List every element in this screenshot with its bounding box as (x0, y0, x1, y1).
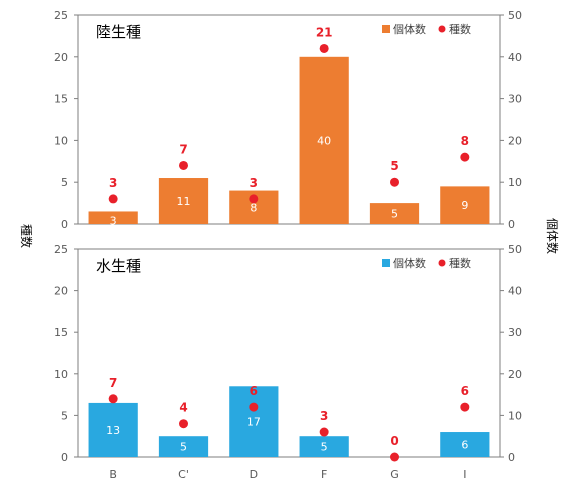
right-axis-tick-label: 0 (508, 451, 515, 464)
species-point (390, 452, 399, 462)
bar (229, 386, 279, 457)
right-axis-tick-label: 20 (508, 368, 522, 381)
x-category-label: C' (178, 468, 189, 481)
bar-value-label: 5 (180, 441, 187, 454)
species-point (249, 194, 259, 204)
point-value-label: 21 (316, 25, 333, 39)
left-axis-tick-label: 0 (61, 451, 68, 464)
point-value-label: 3 (250, 176, 258, 190)
species-point (319, 427, 329, 437)
left-axis-tick-label: 0 (61, 218, 68, 231)
x-category-label: D (250, 468, 258, 481)
panel-title: 陸生種 (96, 23, 141, 41)
left-axis-tick-label: 25 (54, 9, 68, 22)
species-point (179, 419, 188, 429)
bar-value-label: 40 (317, 134, 331, 147)
legend-bar-swatch (382, 259, 390, 267)
bar-value-label: 3 (110, 215, 117, 228)
left-axis-tick-label: 20 (54, 285, 68, 298)
bar-value-label: 8 (250, 201, 257, 214)
right-axis-tick-label: 0 (508, 218, 515, 231)
point-value-label: 0 (390, 434, 398, 448)
legend-point-swatch (438, 25, 446, 33)
point-value-label: 7 (179, 142, 187, 156)
x-category-label: F (321, 468, 327, 481)
species-point (249, 402, 259, 412)
bar (88, 211, 138, 224)
legend-point-label: 種数 (449, 256, 471, 270)
plot-area-border (77, 14, 501, 225)
left-axis-tick-label: 20 (54, 51, 68, 64)
point-value-label: 6 (250, 384, 258, 398)
right-axis-tick-label: 40 (508, 285, 522, 298)
left-axis-title: 種数 (19, 224, 34, 248)
point-value-label: 5 (390, 159, 398, 173)
point-value-label: 3 (320, 409, 328, 423)
x-category-label: B (109, 468, 117, 481)
right-axis-tick-label: 30 (508, 326, 522, 339)
point-value-label: 8 (461, 134, 469, 148)
point-value-label: 4 (179, 401, 187, 415)
species-point (108, 394, 118, 404)
bar (158, 178, 209, 224)
bar (299, 56, 349, 224)
species-point (108, 194, 118, 204)
bar-value-label: 9 (461, 199, 468, 212)
legend-point-swatch (438, 259, 446, 267)
bar-value-label: 17 (247, 416, 261, 429)
legend-bar-label: 個体数 (393, 256, 426, 270)
right-axis-tick-label: 30 (508, 93, 522, 106)
left-axis-tick-label: 5 (61, 409, 68, 422)
left-axis-tick-label: 15 (54, 93, 68, 106)
bar (158, 436, 209, 457)
legend-bar-label: 個体数 (393, 22, 426, 36)
right-axis-tick-label: 10 (508, 176, 522, 189)
bar (440, 186, 490, 224)
point-value-label: 7 (109, 376, 117, 390)
panel-title: 水生種 (96, 257, 141, 275)
left-axis-tick-label: 5 (61, 176, 68, 189)
bar-value-label: 11 (177, 195, 191, 208)
right-axis-tick-label: 10 (508, 409, 522, 422)
legend-bar-swatch (382, 25, 390, 33)
right-axis-tick-label: 50 (508, 243, 522, 256)
right-axis-tick-label: 20 (508, 134, 522, 147)
bar-value-label: 5 (391, 208, 398, 221)
species-point (179, 160, 188, 170)
bar-value-label: 5 (321, 441, 328, 454)
bar (440, 432, 490, 457)
bar (88, 402, 138, 457)
species-point (319, 43, 329, 53)
point-value-label: 3 (109, 176, 117, 190)
species-point (460, 402, 470, 412)
bar-value-label: 13 (106, 424, 120, 437)
bar (299, 436, 349, 457)
right-axis-tick-label: 40 (508, 51, 522, 64)
left-axis-tick-label: 25 (54, 243, 68, 256)
bar (369, 203, 420, 224)
species-point (460, 152, 470, 162)
point-value-label: 6 (461, 384, 469, 398)
left-axis-tick-label: 10 (54, 134, 68, 147)
left-axis-tick-label: 15 (54, 326, 68, 339)
x-category-label: I (463, 468, 466, 481)
legend-point-label: 種数 (449, 22, 471, 36)
right-axis-tick-label: 50 (508, 9, 522, 22)
x-category-label: G (390, 468, 399, 481)
bar-value-label: 6 (461, 439, 468, 452)
left-axis-tick-label: 10 (54, 368, 68, 381)
plot-area-border (77, 248, 501, 458)
right-axis-title: 個体数 (545, 218, 560, 254)
species-point (390, 177, 399, 187)
